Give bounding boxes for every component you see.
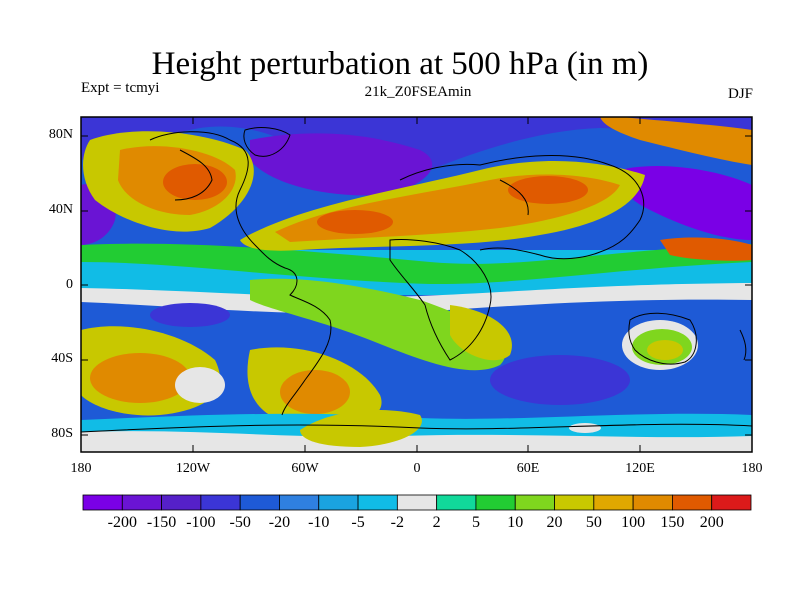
near-zero-belt (81, 283, 752, 314)
colorbar-box (161, 494, 202, 511)
colorbar-label: -50 (229, 514, 251, 531)
lon-label-180w: 180 (70, 461, 92, 476)
lat-label-40n: 40N (48, 202, 73, 217)
colorbar-box (436, 494, 477, 511)
colorbar-box (279, 494, 320, 511)
case-label: 21k_Z0FSEAmin (364, 84, 472, 100)
hudson-coast (174, 149, 213, 201)
colorbar-label: 10 (507, 514, 524, 531)
experiment-label: Expt = tcmyi (81, 80, 160, 96)
w-pacific-low (618, 165, 752, 240)
colorbar (82, 494, 752, 511)
lon-label-120e: 120E (625, 461, 655, 476)
colorbar-label: 5 (471, 514, 480, 531)
colorbar-label: 200 (699, 514, 724, 531)
antarctic-high (300, 410, 422, 447)
lon-label-180e: 180 (741, 461, 763, 476)
eurasia-coast (399, 155, 645, 260)
colorbar-box (554, 494, 595, 511)
lon-label-0: 0 (413, 461, 421, 476)
tropical-w-pacific-high (660, 237, 752, 261)
colorbar-label: -10 (308, 514, 330, 531)
lon-label-60e: 60E (516, 461, 540, 476)
lat-label-40s: 40S (51, 351, 73, 366)
colorbar-label: -2 (390, 514, 404, 531)
antarctica-coast (81, 423, 752, 433)
s-pacific-gray (175, 367, 225, 403)
colorbar-box (711, 494, 752, 511)
colorbar-label: -150 (146, 514, 177, 531)
colorbar-box (82, 494, 123, 511)
lat-label-80n: 80N (48, 127, 73, 142)
pacific-high (600, 117, 752, 165)
tropics-green (81, 243, 752, 285)
atlantic-high-core (317, 210, 393, 234)
colorbar-box (200, 494, 241, 511)
colorbar-label: -100 (186, 514, 216, 531)
lat-label-80s: 80S (51, 426, 73, 441)
colorbar-label: 20 (546, 514, 563, 531)
colorbar-box (121, 494, 162, 511)
coastlines (81, 127, 752, 433)
colorbar-box (357, 494, 398, 511)
map-title: Height perturbation at 500 hPa (in m) (151, 46, 649, 82)
colorbar-label: 100 (621, 514, 646, 531)
colorbar-box (396, 494, 438, 511)
greenland-coast (243, 127, 291, 157)
africa-green (250, 278, 506, 371)
antarctic-gray (81, 431, 752, 452)
nz-coast (739, 329, 747, 361)
colorbar-box (514, 494, 555, 511)
axis-ticks (81, 117, 752, 452)
s-africa-high (450, 305, 512, 361)
colorbar-box (318, 494, 359, 511)
season-label: DJF (727, 86, 753, 102)
colorbar-label: -5 (351, 514, 365, 531)
s-pacific-low (150, 303, 230, 327)
colorbar-label: -200 (107, 514, 137, 531)
lon-label-60w: 60W (291, 461, 319, 476)
colorbar-box (475, 494, 516, 511)
colorbar-box (593, 494, 634, 511)
s-indian-low (490, 355, 630, 405)
colorbar-label: -20 (268, 514, 291, 531)
colorbar-label: 2 (432, 514, 441, 531)
lat-label-0: 0 (66, 277, 73, 292)
n-america-high-core (163, 164, 227, 200)
arctic-negative (81, 117, 752, 181)
colorbar-box (239, 494, 280, 511)
s-atlantic-high (280, 370, 350, 414)
colorbar-label: 150 (660, 514, 685, 531)
colorbar-label: 50 (585, 514, 602, 531)
lon-label-120w: 120W (175, 461, 211, 476)
colorbar-box (632, 494, 673, 511)
colorbar-box (672, 494, 713, 511)
antarctic-small-gray (569, 423, 601, 433)
contour-field (81, 117, 752, 452)
africa-coast (389, 239, 492, 361)
caspian-coast (499, 179, 529, 216)
americas-coast (149, 131, 332, 416)
asia-high-core (508, 176, 588, 204)
n-atlantic-low (250, 133, 433, 196)
australia-coast (628, 312, 697, 365)
australia-high (647, 340, 683, 360)
s-pacific-high (90, 353, 190, 403)
